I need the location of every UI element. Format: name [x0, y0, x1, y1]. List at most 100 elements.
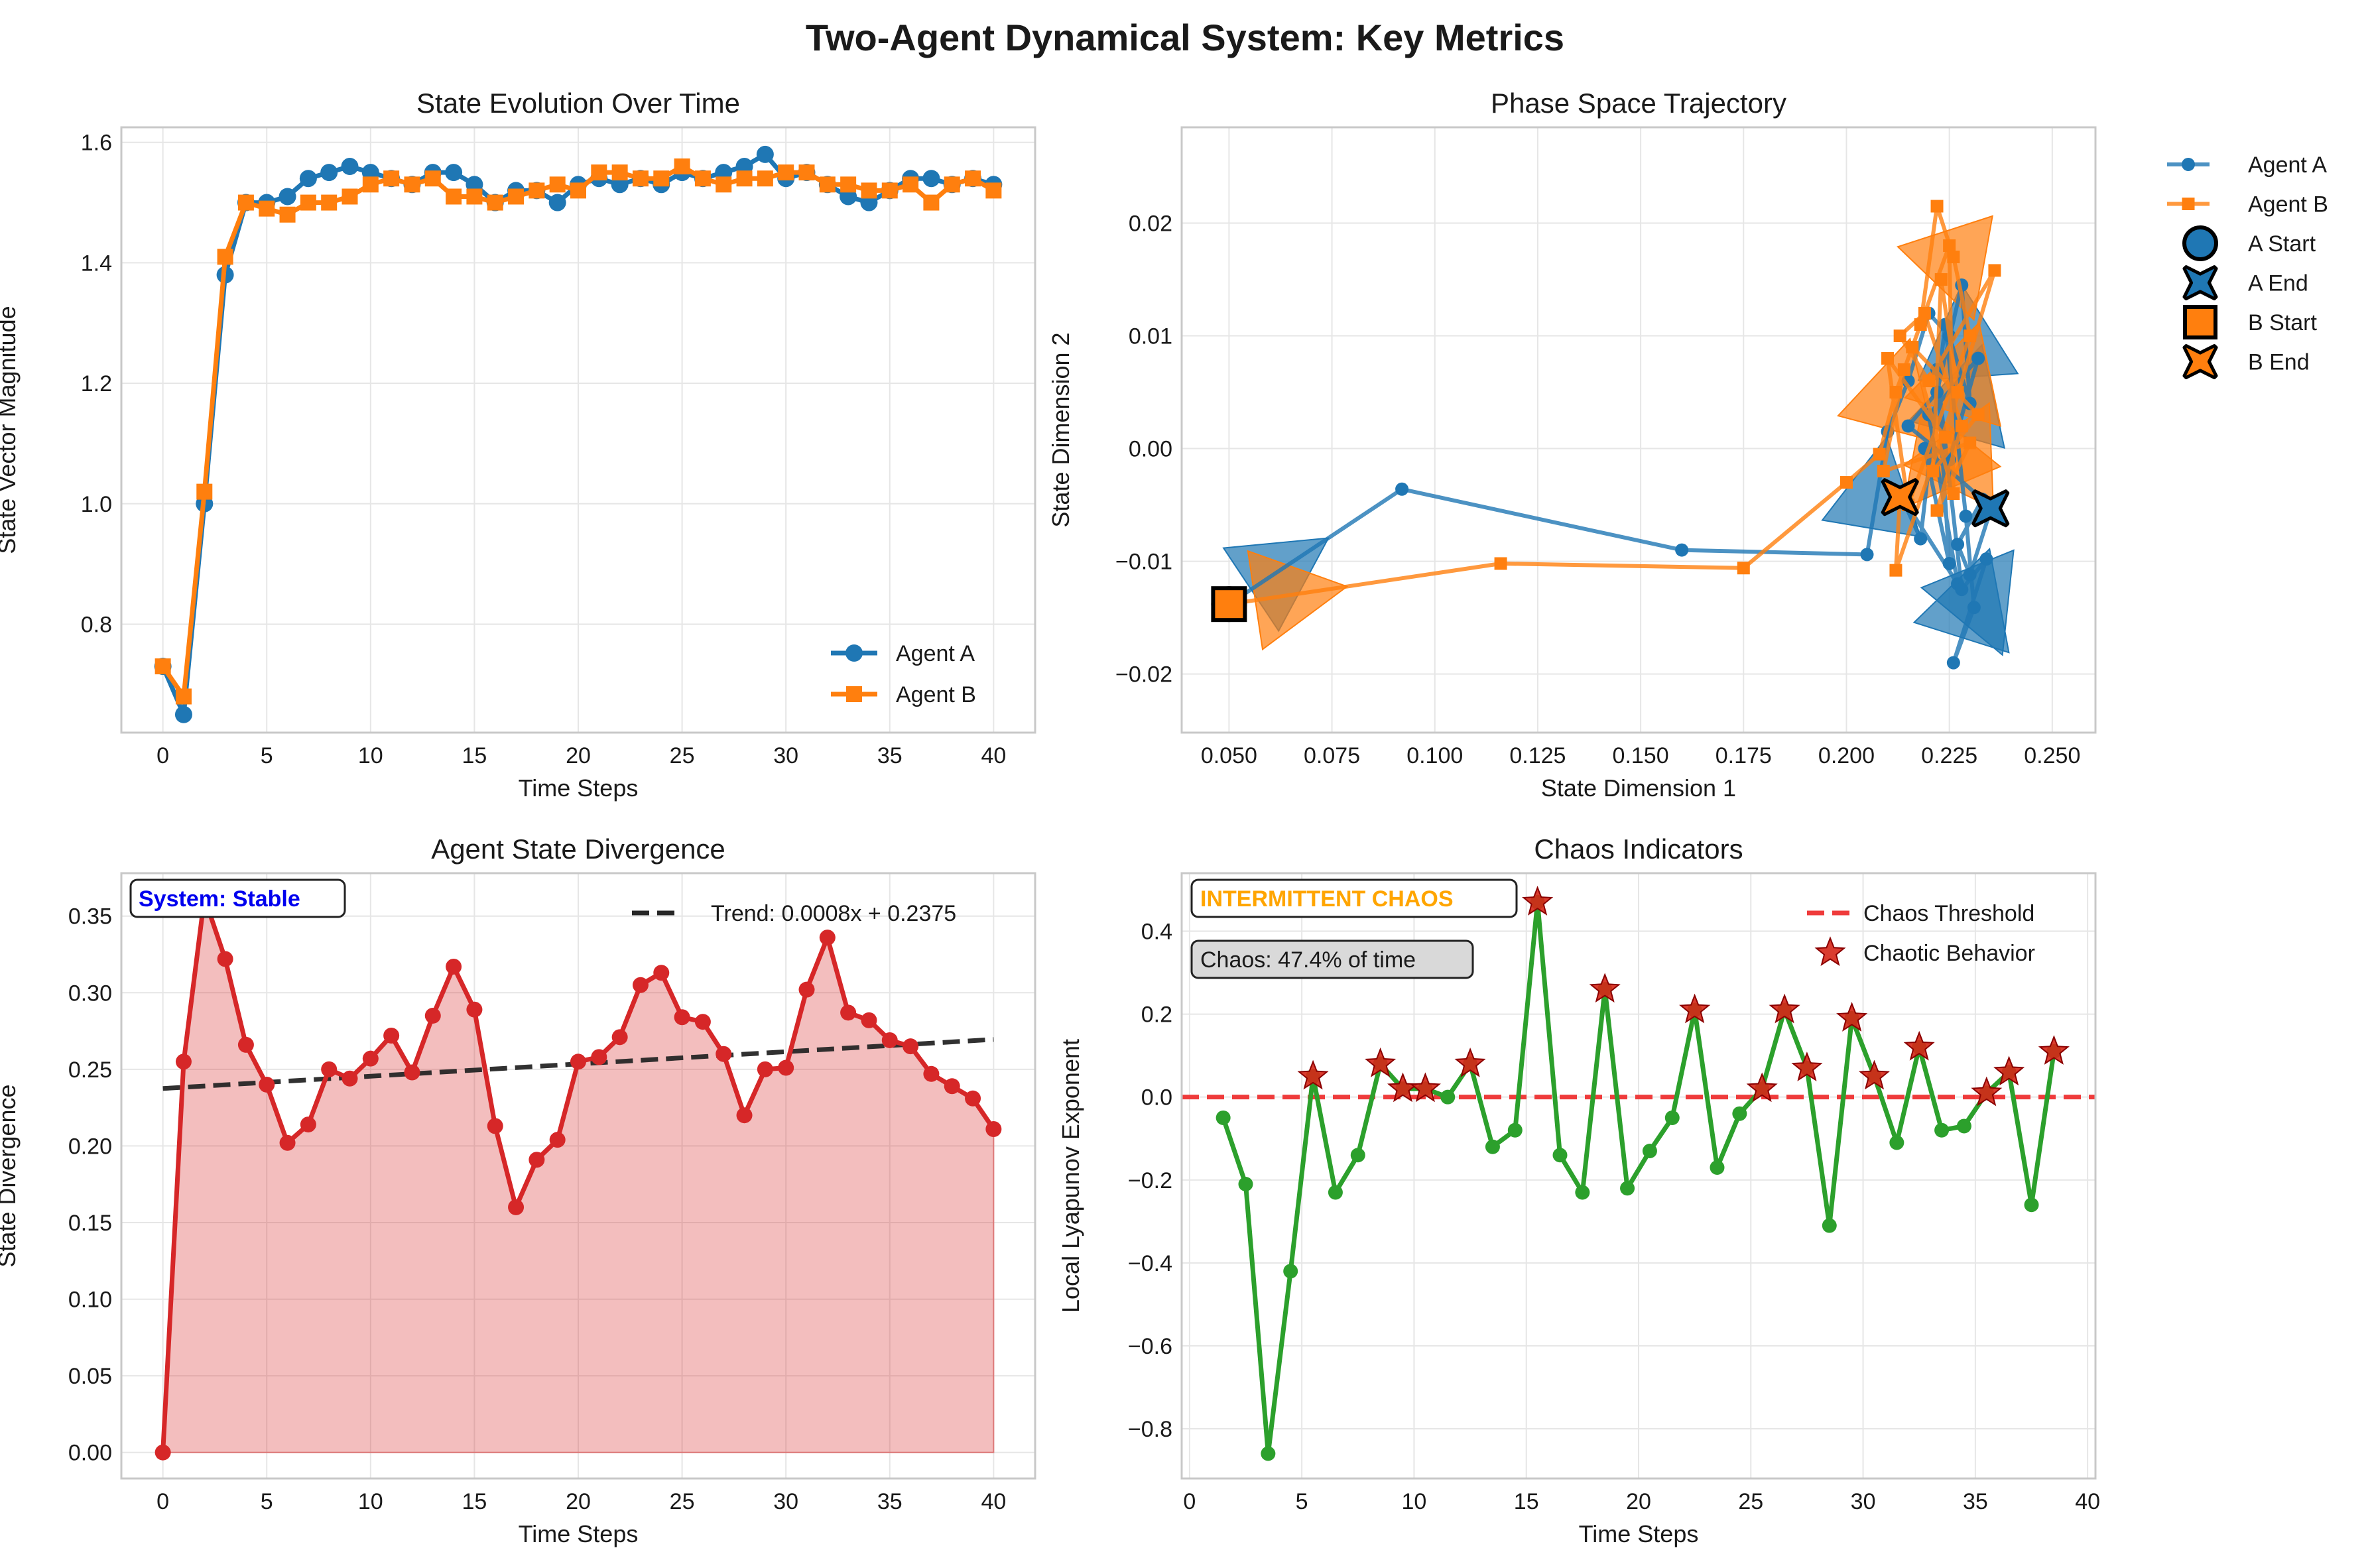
data-point [716, 1046, 732, 1062]
legend-marker [2182, 158, 2195, 171]
data-point [259, 200, 275, 217]
trajectory-point [1873, 448, 1886, 461]
legend-label: A Start [2248, 231, 2316, 257]
chaotic-markers [1297, 886, 2070, 1107]
data-point [632, 977, 649, 993]
chaotic-star [1365, 1047, 1397, 1077]
status-annotation: System: Stable [129, 878, 346, 918]
x-tick-label: 25 [1738, 1489, 1763, 1514]
figure-title: Two-Agent Dynamical System: Key Metrics [806, 17, 1564, 58]
y-tick-label: 0.4 [1141, 920, 1172, 945]
y-tick-label: 0.02 [1129, 211, 1172, 237]
trajectory-point [1881, 352, 1895, 365]
data-point [798, 981, 815, 998]
trajectory-point [1964, 436, 1977, 450]
data-point [591, 164, 607, 181]
data-point [342, 188, 358, 205]
chaotic-star [1903, 1030, 1935, 1061]
legend-marker [2182, 198, 2195, 210]
legend: Agent A Agent B A Start A End B Start B End [2167, 152, 2328, 379]
legend-marker [2182, 225, 2218, 261]
data-point [320, 164, 338, 182]
x-tick-label: 30 [773, 1489, 798, 1514]
x-axis-label: Time Steps [1579, 1520, 1699, 1547]
data-point [155, 658, 171, 675]
trajectory-point [1963, 568, 1977, 581]
legend-marker [845, 644, 863, 662]
data-point [446, 958, 462, 975]
data-point [466, 1001, 483, 1018]
y-tick-label: 0.0 [1141, 1085, 1172, 1111]
legend-marker [2182, 344, 2218, 379]
panel-title: State Evolution Over Time [416, 88, 740, 119]
x-tick-label: 20 [1626, 1489, 1651, 1514]
data-point [756, 145, 774, 163]
x-tick-label: 0.175 [1715, 743, 1772, 768]
data-point [591, 1049, 607, 1065]
data-point [632, 170, 649, 187]
data-point [965, 1090, 981, 1107]
x-axis-label: Time Steps [519, 774, 639, 802]
legend-label: Agent B [896, 682, 976, 707]
data-point [1664, 1110, 1680, 1125]
x-tick-label: 35 [1963, 1489, 1988, 1514]
chaotic-star [1679, 993, 1711, 1024]
legend-marker [2182, 265, 2218, 300]
legend-marker [846, 686, 862, 702]
x-tick-label: 15 [462, 743, 487, 768]
trajectory-point [1930, 504, 1944, 517]
data-point [175, 688, 192, 705]
data-point [1350, 1148, 1365, 1163]
chaotic-star [1522, 886, 1554, 916]
a-end-marker [1971, 489, 2010, 528]
data-point [300, 194, 316, 211]
data-point [985, 182, 1002, 199]
series-agent-b [155, 158, 1002, 705]
y-tick-label: −0.02 [1115, 662, 1172, 688]
trajectory-point [1934, 273, 1948, 286]
trajectory-point [1395, 482, 1409, 496]
b-start-marker [1211, 586, 1247, 623]
panel-title: Chaos Indicators [1534, 833, 1743, 865]
y-tick-label: 0.15 [68, 1211, 112, 1236]
legend-label: Trend: 0.0008x + 0.2375 [711, 901, 956, 926]
data-point [424, 1007, 441, 1024]
plot-frame [1180, 872, 2097, 1480]
data-point [1283, 1264, 1298, 1279]
y-tick-label: 1.4 [81, 251, 112, 276]
y-tick-label: 0.30 [68, 981, 112, 1006]
data-point [694, 1014, 711, 1030]
legend-label: A End [2248, 271, 2308, 296]
y-tick-label: 0.05 [68, 1364, 112, 1389]
data-point [1710, 1160, 1725, 1175]
x-tick-label: 40 [981, 1489, 1006, 1514]
data-point [923, 194, 940, 211]
data-point [155, 1444, 171, 1461]
trajectory-point [1494, 557, 1507, 570]
data-point [903, 1038, 919, 1055]
data-point [611, 1029, 628, 1046]
x-tick-label: 0.125 [1509, 743, 1566, 768]
trajectory-point [1964, 330, 1977, 343]
y-tick-label: 0.00 [68, 1441, 112, 1466]
data-point [279, 1134, 296, 1151]
y-tick-label: −0.8 [1128, 1417, 1172, 1442]
status-box [129, 878, 346, 918]
regime-box [1190, 878, 1518, 918]
data-point [1507, 1122, 1523, 1138]
data-point [174, 705, 192, 723]
trajectory-point [1955, 583, 1969, 597]
x-tick-label: 35 [877, 1489, 903, 1514]
panel-phase-space: 0.050 0.075 0.100 0.125 0.150 0.175 0.200 0.225… [1047, 88, 2328, 802]
data-point [445, 164, 463, 182]
x-tick-label: 25 [670, 743, 695, 768]
data-point [1328, 1185, 1343, 1200]
panel-divergence: 0 5 10 15 20 25 30 35 40 0.00 0.05 0.10 0.15 0.20 0.25… [0, 833, 1036, 1547]
data-point [674, 158, 690, 175]
trajectory-point [1918, 307, 1931, 320]
chaotic-star [1746, 1072, 1778, 1103]
chaotic-star [1836, 1002, 1868, 1032]
data-point [217, 249, 233, 265]
panel-title: Agent State Divergence [431, 833, 725, 865]
legend: Agent A Agent B [831, 641, 976, 707]
